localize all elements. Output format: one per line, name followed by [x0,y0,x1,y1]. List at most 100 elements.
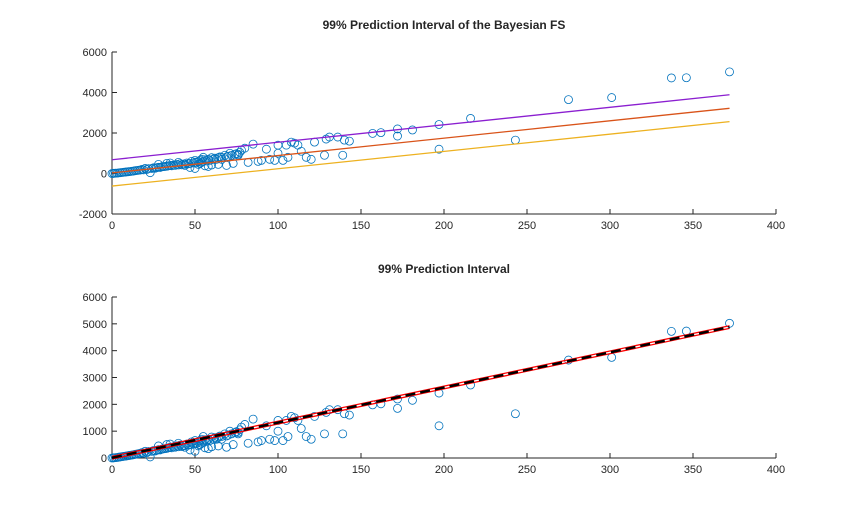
data-point [217,154,226,164]
y-tick-label: 6000 [83,47,107,59]
y-tick-label: 4000 [83,346,107,358]
data-point [230,149,240,159]
data-point [172,159,182,169]
data-point [243,438,253,448]
data-point [320,429,329,439]
data-point [203,444,213,454]
data-point [286,137,296,147]
x-tick-label: 350 [684,464,702,476]
fit-line [111,325,730,459]
y-tick-label: 4000 [83,88,107,100]
fit-line [111,107,730,174]
y-tick-label: 0 [101,453,107,465]
x-tick-label: 300 [601,220,619,232]
lower-line [111,121,730,187]
x-tick-label: 50 [189,464,201,476]
y-tick-label: 2000 [83,399,107,411]
x-tick-label: 150 [352,464,370,476]
x-tick-label: 400 [767,464,785,476]
data-point [338,429,348,439]
bottom-axes: 99% Prediction Interval 0 50 100 150 200 250 3… [83,262,786,476]
data-point [344,136,354,146]
data-point [393,131,402,141]
data-point [273,140,283,150]
data-point [393,403,402,413]
lower-line [111,327,730,460]
data-point [321,134,331,144]
upper-line [111,94,730,161]
data-point [283,432,293,441]
data-point [301,152,311,162]
data-point [233,149,243,159]
data-point [320,150,329,160]
data-point [193,441,203,451]
data-point [193,156,203,166]
data-point [681,73,691,83]
upper-line [111,325,730,458]
data-point [368,129,378,138]
y-tick-label: 5000 [83,319,107,331]
data-point [253,437,263,447]
data-point [256,155,266,165]
data-point [213,159,223,169]
data-point [667,73,676,83]
x-tick-label: 200 [435,220,453,232]
x-tick-label: 150 [352,220,370,232]
data-point [306,154,316,164]
data-point [107,169,117,178]
data-point [296,424,306,433]
data-point [434,421,444,431]
data-point [338,150,348,160]
data-point [228,440,238,449]
data-point [185,445,195,455]
x-tick-label: 0 [109,464,115,476]
data-point [290,138,300,148]
data-point [273,426,283,436]
data-point [333,132,343,142]
x-tick-label: 200 [435,464,453,476]
data-point [222,442,231,452]
data-point [667,326,676,336]
top-axes: 99% Prediction Interval of the Bayesian … [79,18,785,232]
x-tick-label: 100 [269,464,287,476]
data-point [306,434,316,444]
data-point [188,158,198,168]
y-tick-label: 1000 [83,426,107,438]
data-point [607,93,617,102]
data-point [265,154,275,164]
x-tick-label: 50 [189,220,201,232]
data-point [261,144,271,154]
data-point [725,67,734,77]
x-tick-label: 250 [518,220,536,232]
data-point [175,159,185,169]
data-point [408,125,417,135]
data-point [190,446,200,456]
data-point [200,443,210,453]
data-point [344,410,354,420]
x-tick-label: 250 [518,464,536,476]
x-tick-label: 0 [109,220,115,232]
data-point [265,434,275,444]
data-point [510,135,520,145]
data-point [185,163,195,172]
data-point [376,128,386,137]
data-point [278,436,288,445]
y-tick-label: 3000 [83,373,107,385]
y-tick-label: 6000 [83,292,107,304]
x-tick-label: 100 [269,220,287,232]
x-tick-label: 350 [684,220,702,232]
data-point [510,409,520,419]
y-tick-label: -2000 [79,209,107,221]
data-point [283,152,293,162]
data-point [137,448,147,458]
x-tick-label: 400 [767,220,785,232]
top-chart-title: 99% Prediction Interval of the Bayesian … [323,18,566,32]
data-point [227,150,236,160]
data-point [248,414,258,424]
data-point [301,432,311,441]
data-point [564,95,573,104]
data-point [270,436,280,445]
data-point [434,144,444,154]
y-tick-label: 0 [101,169,107,181]
